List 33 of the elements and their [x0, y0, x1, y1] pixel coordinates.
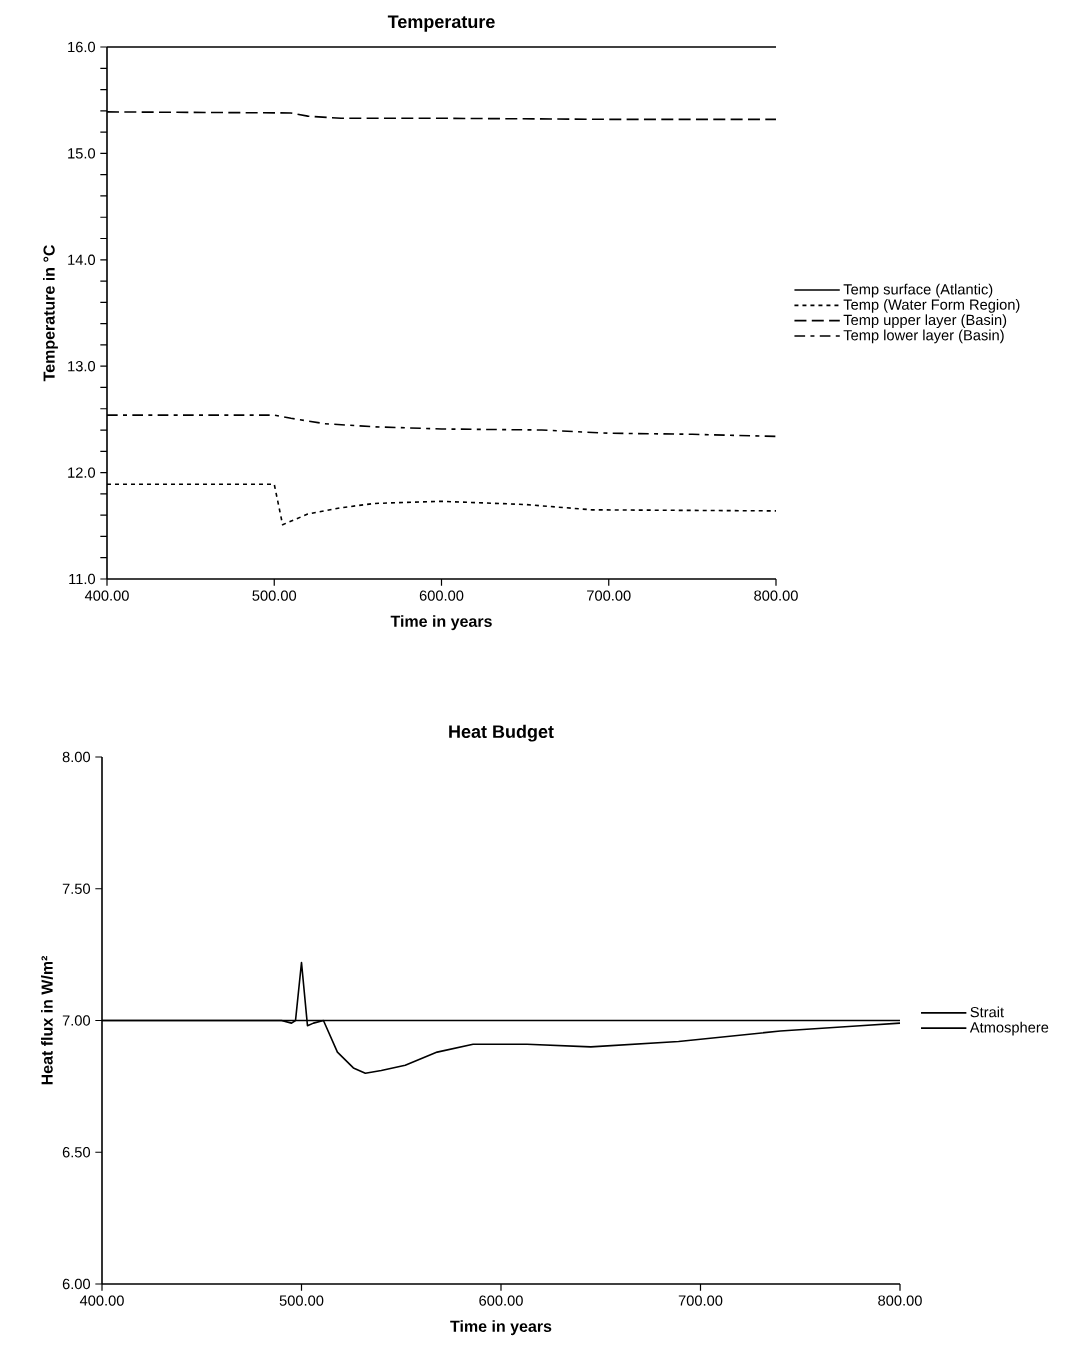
y-tick-label: 8.00: [62, 751, 91, 763]
x-tick-label: 400.00: [84, 590, 129, 601]
x-tick-label: 500.00: [279, 1295, 324, 1306]
y-tick-label: 16.0: [68, 41, 96, 53]
legend-label: Temp (Water Form Region): [843, 299, 1020, 313]
y-tick-label: 6.50: [62, 1147, 91, 1158]
y-tick-label: 11.0: [69, 573, 96, 585]
y-tick-label: 6.00: [62, 1278, 91, 1290]
y-tick-label: 12.0: [68, 467, 96, 478]
x-tick-label: 700.00: [678, 1295, 723, 1306]
legend-label: Temp upper layer (Basin): [843, 314, 1007, 328]
x-tick-label: 500.00: [252, 590, 297, 601]
x-tick-label: 400.00: [79, 1295, 124, 1306]
y-axis-title: Heat flux in W/m²: [41, 955, 53, 1085]
x-tick-label: 600.00: [479, 1295, 523, 1306]
chart-title: Temperature: [387, 15, 495, 32]
y-tick-label: 15.0: [68, 148, 96, 159]
legend-label: Temp surface (Atlantic): [843, 283, 993, 298]
legend-label: Strait: [970, 1006, 1004, 1018]
legend-label: Atmosphere: [969, 1021, 1049, 1036]
y-tick-label: 7.50: [62, 883, 91, 894]
y-tick-label: 14.0: [68, 254, 96, 265]
x-tick-label: 700.00: [587, 590, 631, 601]
x-axis-title: Time in years: [450, 1320, 552, 1336]
y-axis-title: Temperature in °C: [43, 245, 58, 382]
y-tick-label: 7.00: [62, 1015, 91, 1026]
x-axis-title: Time in years: [390, 615, 492, 631]
chart-title: Heat Budget: [449, 724, 554, 742]
x-tick-label: 800.00: [878, 1295, 922, 1306]
x-tick-label: 800.00: [754, 590, 798, 601]
legend-label: Temp lower layer (Basin): [843, 329, 1004, 344]
y-tick-label: 13.0: [68, 361, 96, 372]
x-tick-label: 600.00: [419, 590, 464, 601]
